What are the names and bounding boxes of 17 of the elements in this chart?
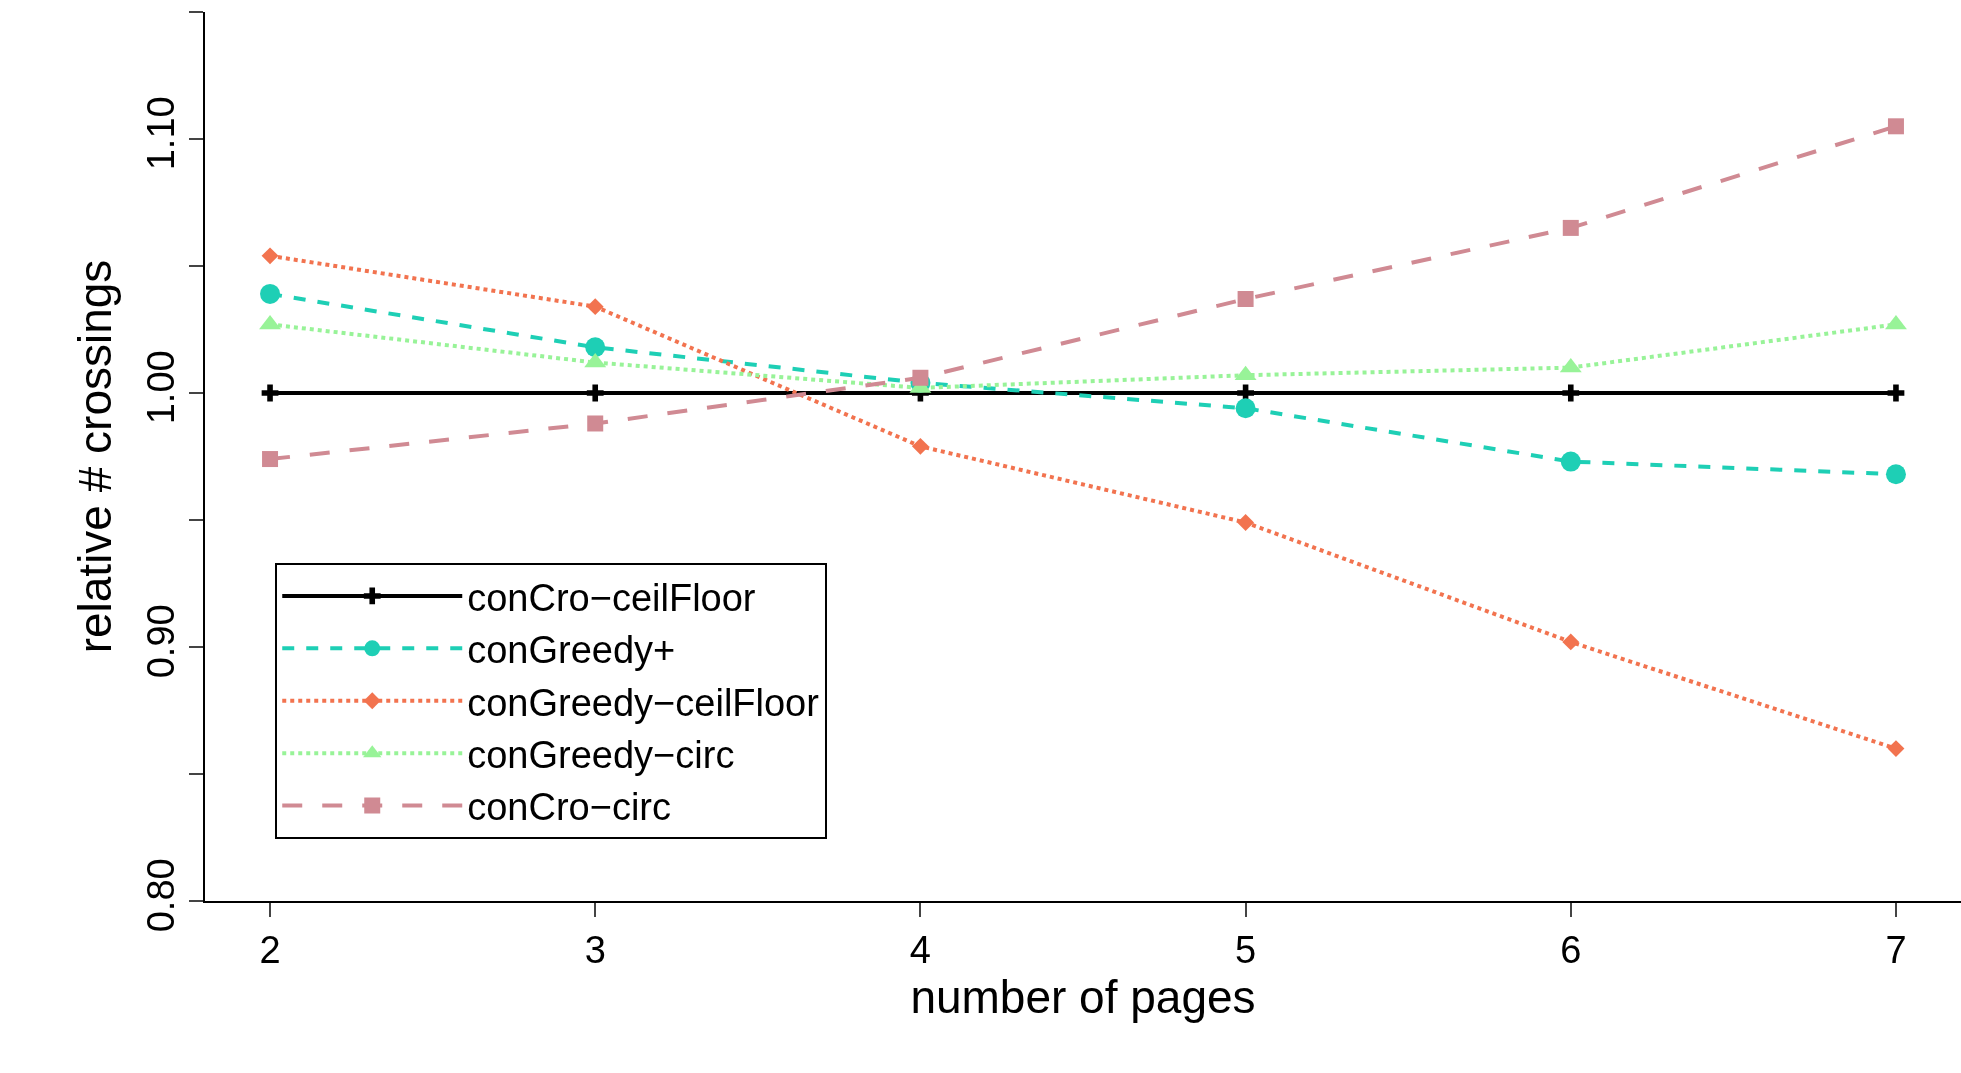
legend-label: conGreedy−ceilFloor bbox=[467, 681, 820, 724]
legend-label: conGreedy+ bbox=[467, 629, 676, 672]
legend-label: conCro−circ bbox=[467, 786, 672, 829]
x-tick-label: 5 bbox=[1235, 928, 1257, 971]
legend-label: conCro−ceilFloor bbox=[467, 576, 756, 619]
x-tick-label: 6 bbox=[1560, 928, 1582, 971]
y-tick-label: 0.80 bbox=[139, 858, 182, 933]
y-tick-label: 0.90 bbox=[139, 604, 182, 679]
y-tick-label: 1.00 bbox=[139, 350, 182, 425]
legend-label: conGreedy−circ bbox=[467, 733, 735, 776]
x-tick-label: 2 bbox=[259, 928, 281, 971]
y-tick-label: 1.10 bbox=[139, 96, 182, 171]
y-axis-title: relative # crossings bbox=[68, 259, 121, 654]
x-tick-label: 4 bbox=[909, 928, 931, 971]
x-tick-label: 7 bbox=[1885, 928, 1907, 971]
x-axis-title: number of pages bbox=[910, 970, 1256, 1023]
x-tick-label: 3 bbox=[584, 928, 606, 971]
